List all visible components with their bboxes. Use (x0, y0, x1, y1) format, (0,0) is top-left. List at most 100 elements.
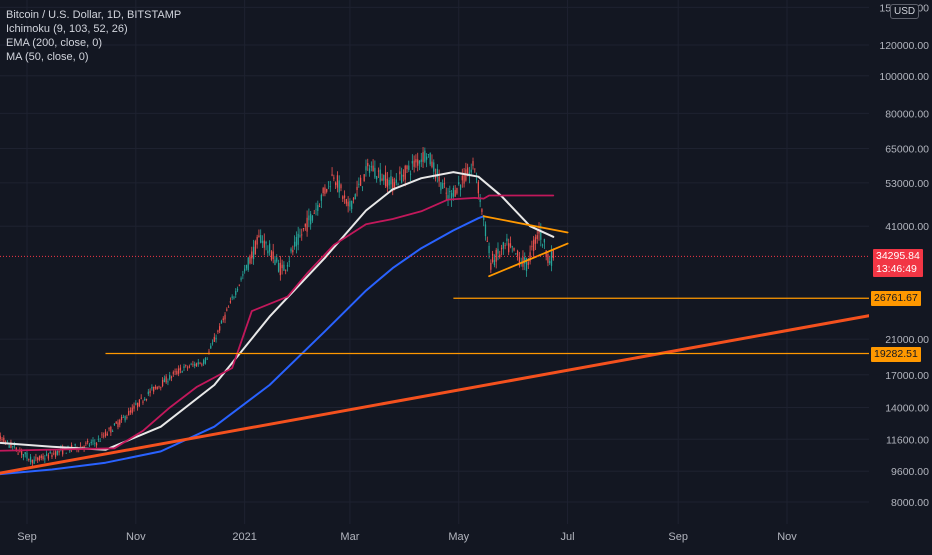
level-tag-19282: 19282.51 (871, 346, 921, 362)
price-tick-label: 8000.00 (891, 497, 929, 509)
candle-body (101, 434, 103, 436)
candle-body (338, 180, 340, 193)
candle-body (120, 416, 123, 420)
candle-body (509, 243, 512, 247)
candle-body (506, 238, 508, 242)
candle-body (135, 403, 137, 405)
candle-body (165, 376, 167, 383)
candle-body (1, 438, 3, 440)
candle-body (261, 241, 264, 243)
candle-body (217, 330, 219, 332)
currency-badge[interactable]: USD (890, 4, 920, 19)
candle-body (525, 258, 528, 271)
ma50-line (0, 171, 555, 451)
candle-body (265, 241, 267, 244)
candle-body (99, 441, 101, 442)
candle-body (204, 358, 207, 364)
grid (0, 0, 869, 524)
legend-ema[interactable]: EMA (200, close, 0) (6, 37, 102, 49)
candle-body (24, 452, 26, 455)
candle-body (119, 420, 121, 425)
candle-body (518, 256, 521, 266)
candle-body (486, 240, 488, 242)
candle-body (227, 306, 230, 308)
candle-body (292, 250, 294, 253)
candle-body (493, 260, 496, 266)
candle-body (103, 435, 105, 437)
candle-body (450, 193, 453, 200)
candle-body (290, 248, 292, 252)
candle-body (128, 411, 130, 416)
legend-ma[interactable]: MA (50, close, 0) (6, 51, 89, 63)
candle-body (153, 386, 155, 392)
candle-body (311, 215, 314, 221)
candle-body (402, 175, 405, 177)
candle-body (470, 169, 472, 173)
candle-body (358, 183, 360, 185)
candle-body (488, 245, 490, 254)
candle-body (38, 456, 41, 460)
candle-body (179, 367, 182, 371)
candle-body (442, 183, 444, 189)
candle-body (281, 264, 283, 269)
legend-ichimoku[interactable]: Ichimoku (9, 103, 52, 26) (6, 23, 128, 35)
candle-body (541, 244, 544, 246)
candle-body (356, 186, 358, 191)
candle-body (110, 426, 112, 433)
candle-body (427, 154, 430, 156)
candle-body (335, 182, 337, 186)
candle-body (169, 374, 171, 380)
candle-body (359, 177, 362, 186)
chart-legend[interactable]: Bitcoin / U.S. Dollar, 1D, BITSTAMP Ichi… (6, 8, 181, 64)
candle-body (254, 241, 256, 255)
candle-body (195, 363, 198, 367)
price-tick-label: 65000.00 (885, 143, 929, 155)
candle-body (392, 178, 394, 192)
candle-body (47, 454, 50, 459)
candle-body (154, 386, 157, 389)
candle-body (185, 365, 187, 366)
candle-body (190, 363, 192, 365)
candle-body (463, 173, 465, 184)
candle-body (74, 444, 76, 446)
candle-body (317, 205, 319, 211)
candle-body (445, 192, 447, 194)
candle-body (81, 446, 83, 448)
candle-body (31, 459, 33, 464)
candle-body (490, 262, 492, 270)
candle-body (211, 342, 214, 344)
candle-body (308, 215, 310, 221)
candle-body (322, 188, 324, 194)
candle-body (133, 405, 135, 409)
candle-body (176, 371, 178, 375)
candle-body (33, 459, 35, 464)
candle-body (276, 257, 278, 262)
candle-body (95, 443, 98, 446)
candle-body (236, 288, 239, 291)
candle-body (106, 433, 108, 436)
symbol-title[interactable]: Bitcoin / U.S. Dollar, 1D, BITSTAMP (6, 9, 182, 21)
candle-body (459, 184, 462, 190)
time-axis[interactable]: Sep Nov 2021 Mar May Jul Sep Nov (0, 524, 932, 550)
candle-body (28, 459, 30, 461)
candle-body (160, 386, 162, 388)
candle-body (117, 422, 119, 428)
candle-body (231, 296, 233, 298)
candle-body (252, 246, 255, 260)
candle-body (513, 247, 515, 251)
candle-body (210, 345, 212, 349)
candle-body (188, 366, 190, 368)
candle-body (374, 167, 376, 178)
level-tag-26761: 26761.67 (871, 291, 921, 307)
candle-body (479, 197, 481, 203)
time-axis-ticks: Sep Nov 2021 Mar May Jul Sep Nov (17, 531, 797, 543)
candle-body (233, 297, 235, 299)
candle-body (260, 235, 262, 243)
candle-body (318, 206, 321, 208)
candle-body (17, 453, 19, 455)
current-price-value: 34295.84 (876, 250, 920, 263)
candle-body (201, 364, 203, 366)
candle-body (477, 181, 479, 194)
candle-body (6, 440, 8, 442)
